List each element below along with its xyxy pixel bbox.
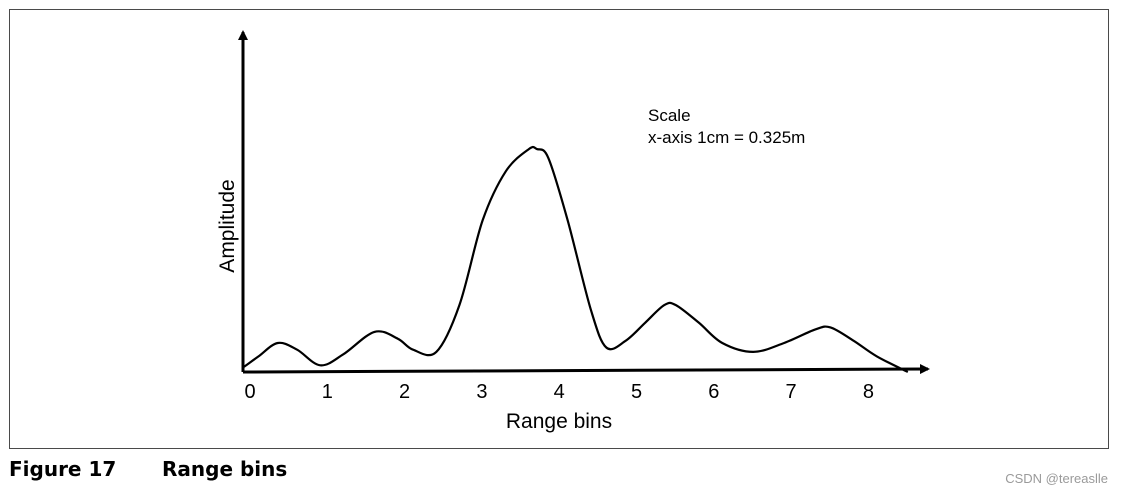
x-tick-label-1: 1: [322, 381, 333, 403]
axes-layer: [238, 30, 930, 375]
tick-labels: 0 1 2 3 4 5 6 7 8: [244, 381, 874, 403]
scale-note-text: x-axis 1cm = 0.325m: [648, 128, 805, 147]
scale-note-heading: Scale: [648, 106, 691, 125]
x-axis: [242, 364, 930, 375]
curve-layer: [242, 145, 909, 373]
range-bins-chart: 0 1 2 3 4 5 6 7 8 Range bins Amplitude Scale x-a…: [216, 30, 930, 433]
x-tick-label-0: 0: [244, 381, 255, 403]
figure-frame: 0 1 2 3 4 5 6 7 8 Range bins Amplitude Scale x-a…: [9, 9, 1109, 449]
x-tick-label-4: 4: [554, 381, 565, 403]
x-axis-title: Range bins: [506, 410, 612, 433]
watermark: CSDN @tereaslle: [1005, 471, 1108, 486]
amplitude-curve-0: [242, 145, 909, 373]
x-tick-label-2: 2: [399, 381, 410, 403]
x-tick-label-8: 8: [863, 381, 874, 403]
x-tick-label-6: 6: [708, 381, 719, 403]
x-tick-label-5: 5: [631, 381, 642, 403]
x-tick-label-7: 7: [786, 381, 797, 403]
y-axis-title: Amplitude: [216, 179, 239, 272]
figure-title: Range bins: [162, 457, 288, 481]
x-tick-label-3: 3: [476, 381, 487, 403]
figure-number: Figure 17: [9, 457, 117, 481]
